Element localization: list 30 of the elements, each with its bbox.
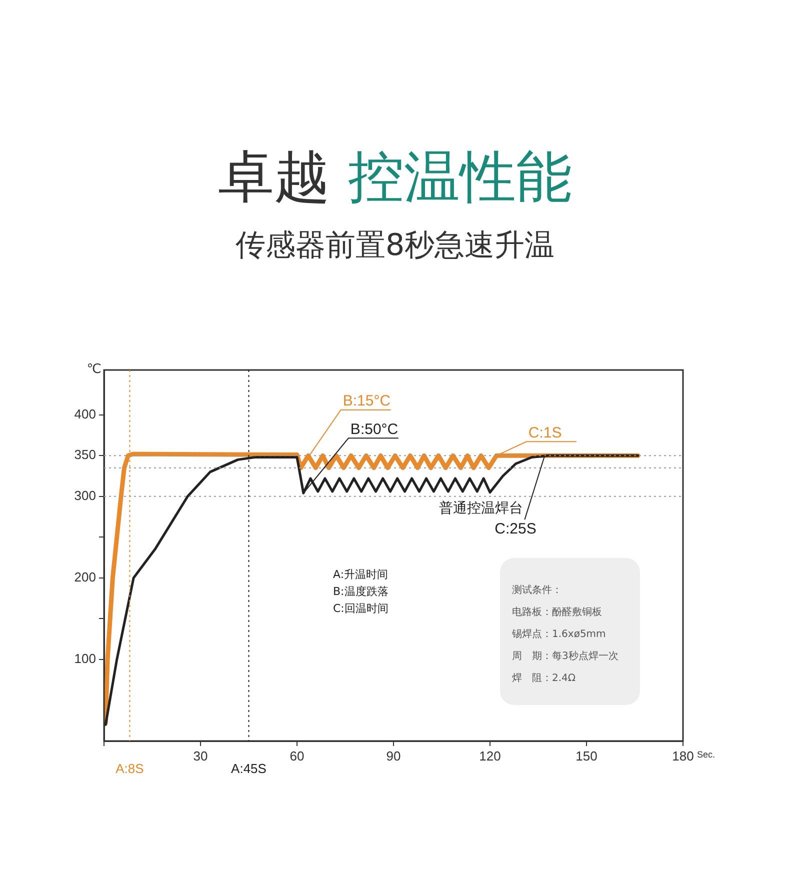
y-tick-label: 100 bbox=[74, 651, 96, 666]
x-tick-label: 150 bbox=[576, 748, 598, 764]
annotation: B:50°C bbox=[350, 420, 398, 438]
annotation: 焊 阻：2.4Ω bbox=[512, 672, 577, 686]
y-tick-label: 350 bbox=[74, 447, 96, 462]
x-axis-title: Sec. bbox=[697, 749, 716, 760]
ref-line-label: A:45S bbox=[231, 761, 267, 776]
annotation: B:15°C bbox=[342, 392, 391, 410]
annotation: 锡焊点：1.6xø5mm bbox=[512, 628, 607, 642]
chart-title: 卓越 控温性能 bbox=[218, 145, 572, 210]
y-tick-label: 400 bbox=[74, 406, 96, 422]
x-tick-label: 60 bbox=[290, 748, 304, 764]
annotation: B:温度跌落 bbox=[333, 584, 388, 600]
annotation: 测试条件： bbox=[512, 584, 563, 598]
ref-line-label: A:8S bbox=[116, 761, 144, 776]
x-tick-label: 90 bbox=[386, 748, 401, 764]
y-tick-label: 300 bbox=[74, 488, 96, 503]
annotation: C:25S bbox=[494, 520, 536, 538]
annotation: C:1S bbox=[528, 424, 562, 442]
x-tick-label: 30 bbox=[193, 748, 208, 764]
annotation: A:升温时间 bbox=[333, 567, 388, 583]
y-axis-title: ℃ bbox=[86, 362, 102, 377]
annotation: C:回温时间 bbox=[333, 601, 388, 617]
series-label: 普通控温焊台 bbox=[438, 499, 523, 516]
x-tick-label: 180 bbox=[672, 748, 694, 764]
y-tick-label: 200 bbox=[74, 570, 96, 584]
annotation: 电路板：酚醛敷铜板 bbox=[512, 606, 603, 620]
annotation: 周 期：每3秒点焊一次 bbox=[512, 650, 620, 664]
chart-subtitle: 传感器前置8秒急速升温 bbox=[234, 227, 556, 265]
x-tick-label: 120 bbox=[479, 748, 501, 764]
